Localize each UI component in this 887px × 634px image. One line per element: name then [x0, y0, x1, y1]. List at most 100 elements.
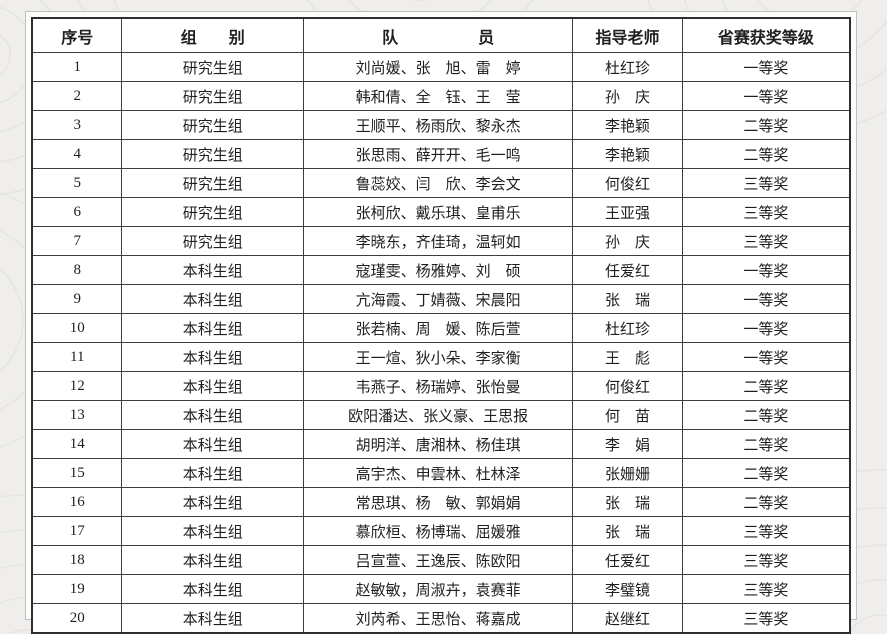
cell-teacher: 张 瑞 — [572, 284, 683, 314]
cell-teacher: 杜红珍 — [572, 52, 683, 82]
table-row: 20 本科生组 刘芮希、王思怡、蒋嘉成 赵继红 三等奖 — [31, 603, 851, 634]
cell-group: 本科生组 — [121, 400, 305, 430]
cell-award: 一等奖 — [681, 52, 851, 82]
cell-no: 1 — [31, 52, 123, 82]
cell-group: 本科生组 — [121, 516, 305, 546]
table-header: 序号 组 别 队 员 指导老师 省赛获奖等级 — [31, 17, 851, 53]
cell-members: 韩和倩、全 钰、王 莹 — [303, 81, 574, 111]
table-body: 1 研究生组 刘尚媛、张 旭、雷 婷 杜红珍 一等奖 2 研究生组 韩和倩、全 … — [31, 52, 851, 634]
cell-teacher: 李璧镜 — [572, 574, 683, 604]
cell-award: 二等奖 — [681, 458, 851, 488]
table-row: 2 研究生组 韩和倩、全 钰、王 莹 孙 庆 一等奖 — [31, 81, 851, 111]
table-row: 12 本科生组 韦燕子、杨瑞婷、张怡曼 何俊红 二等奖 — [31, 371, 851, 401]
cell-no: 12 — [31, 371, 123, 401]
cell-no: 11 — [31, 342, 123, 372]
cell-members: 李晓东，齐佳琦，温轲如 — [303, 226, 574, 256]
cell-group: 本科生组 — [121, 545, 305, 575]
cell-group: 本科生组 — [121, 603, 305, 634]
table-row: 7 研究生组 李晓东，齐佳琦，温轲如 孙 庆 三等奖 — [31, 226, 851, 256]
cell-teacher: 王亚强 — [572, 197, 683, 227]
cell-members: 王一煊、狄小朵、李家衡 — [303, 342, 574, 372]
cell-teacher: 何俊红 — [572, 371, 683, 401]
cell-no: 20 — [31, 603, 123, 634]
cell-group: 本科生组 — [121, 487, 305, 517]
cell-teacher: 任爱红 — [572, 255, 683, 285]
cell-group: 本科生组 — [121, 458, 305, 488]
cell-members: 刘芮希、王思怡、蒋嘉成 — [303, 603, 574, 634]
cell-award: 三等奖 — [681, 226, 851, 256]
cell-no: 15 — [31, 458, 123, 488]
table-row: 14 本科生组 胡明洋、唐湘林、杨佳琪 李 娟 二等奖 — [31, 429, 851, 459]
table-row: 10 本科生组 张若楠、周 媛、陈后萱 杜红珍 一等奖 — [31, 313, 851, 343]
cell-no: 9 — [31, 284, 123, 314]
table-row: 18 本科生组 吕宣萱、王逸辰、陈欧阳 任爱红 三等奖 — [31, 545, 851, 575]
cell-teacher: 李艳颖 — [572, 139, 683, 169]
cell-members: 韦燕子、杨瑞婷、张怡曼 — [303, 371, 574, 401]
table-row: 11 本科生组 王一煊、狄小朵、李家衡 王 彪 一等奖 — [31, 342, 851, 372]
cell-members: 胡明洋、唐湘林、杨佳琪 — [303, 429, 574, 459]
cell-award: 二等奖 — [681, 110, 851, 140]
cell-award: 二等奖 — [681, 400, 851, 430]
cell-group: 本科生组 — [121, 284, 305, 314]
cell-award: 三等奖 — [681, 603, 851, 634]
table-row: 4 研究生组 张思雨、薛开开、毛一鸣 李艳颖 二等奖 — [31, 139, 851, 169]
cell-award: 一等奖 — [681, 255, 851, 285]
cell-members: 张若楠、周 媛、陈后萱 — [303, 313, 574, 343]
table-row: 6 研究生组 张柯欣、戴乐琪、皇甫乐 王亚强 三等奖 — [31, 197, 851, 227]
award-results-table: 序号 组 别 队 员 指导老师 省赛获奖等级 1 研究生组 刘尚媛、张 旭、雷 … — [31, 17, 851, 634]
header-no: 序号 — [31, 17, 123, 53]
table-row: 1 研究生组 刘尚媛、张 旭、雷 婷 杜红珍 一等奖 — [31, 52, 851, 82]
cell-no: 17 — [31, 516, 123, 546]
cell-teacher: 李艳颖 — [572, 110, 683, 140]
header-award: 省赛获奖等级 — [681, 17, 851, 53]
cell-no: 19 — [31, 574, 123, 604]
cell-award: 二等奖 — [681, 429, 851, 459]
cell-no: 5 — [31, 168, 123, 198]
cell-members: 吕宣萱、王逸辰、陈欧阳 — [303, 545, 574, 575]
header-members: 队 员 — [303, 17, 574, 53]
cell-no: 7 — [31, 226, 123, 256]
cell-group: 研究生组 — [121, 168, 305, 198]
cell-award: 二等奖 — [681, 487, 851, 517]
cell-award: 三等奖 — [681, 516, 851, 546]
cell-members: 张思雨、薛开开、毛一鸣 — [303, 139, 574, 169]
cell-award: 一等奖 — [681, 313, 851, 343]
table-row: 19 本科生组 赵敏敏，周淑卉，袁赛菲 李璧镜 三等奖 — [31, 574, 851, 604]
cell-no: 16 — [31, 487, 123, 517]
table-row: 15 本科生组 高宇杰、申雲林、杜林泽 张姗姗 二等奖 — [31, 458, 851, 488]
cell-no: 10 — [31, 313, 123, 343]
cell-group: 研究生组 — [121, 226, 305, 256]
table-row: 5 研究生组 鲁蕊姣、闫 欣、李会文 何俊红 三等奖 — [31, 168, 851, 198]
cell-award: 三等奖 — [681, 574, 851, 604]
cell-members: 慕欣桓、杨博瑞、屈媛雅 — [303, 516, 574, 546]
cell-teacher: 任爱红 — [572, 545, 683, 575]
cell-members: 亢海霞、丁婧薇、宋晨阳 — [303, 284, 574, 314]
cell-group: 研究生组 — [121, 110, 305, 140]
cell-no: 3 — [31, 110, 123, 140]
cell-teacher: 张 瑞 — [572, 487, 683, 517]
table-row: 9 本科生组 亢海霞、丁婧薇、宋晨阳 张 瑞 一等奖 — [31, 284, 851, 314]
cell-members: 张柯欣、戴乐琪、皇甫乐 — [303, 197, 574, 227]
cell-award: 一等奖 — [681, 81, 851, 111]
cell-members: 刘尚媛、张 旭、雷 婷 — [303, 52, 574, 82]
cell-award: 一等奖 — [681, 342, 851, 372]
cell-no: 13 — [31, 400, 123, 430]
cell-members: 欧阳潘达、张义豪、王思报 — [303, 400, 574, 430]
header-teacher: 指导老师 — [572, 17, 683, 53]
cell-teacher: 杜红珍 — [572, 313, 683, 343]
cell-no: 4 — [31, 139, 123, 169]
cell-teacher: 赵继红 — [572, 603, 683, 634]
cell-award: 三等奖 — [681, 197, 851, 227]
table-frame: 序号 组 别 队 员 指导老师 省赛获奖等级 1 研究生组 刘尚媛、张 旭、雷 … — [25, 11, 857, 634]
table-row: 8 本科生组 寇瑾雯、杨雅婷、刘 硕 任爱红 一等奖 — [31, 255, 851, 285]
cell-teacher: 李 娟 — [572, 429, 683, 459]
cell-teacher: 王 彪 — [572, 342, 683, 372]
cell-group: 研究生组 — [121, 81, 305, 111]
cell-members: 王顺平、杨雨欣、黎永杰 — [303, 110, 574, 140]
cell-group: 本科生组 — [121, 371, 305, 401]
cell-award: 二等奖 — [681, 139, 851, 169]
header-group: 组 别 — [121, 17, 305, 53]
table-row: 17 本科生组 慕欣桓、杨博瑞、屈媛雅 张 瑞 三等奖 — [31, 516, 851, 546]
cell-members: 鲁蕊姣、闫 欣、李会文 — [303, 168, 574, 198]
